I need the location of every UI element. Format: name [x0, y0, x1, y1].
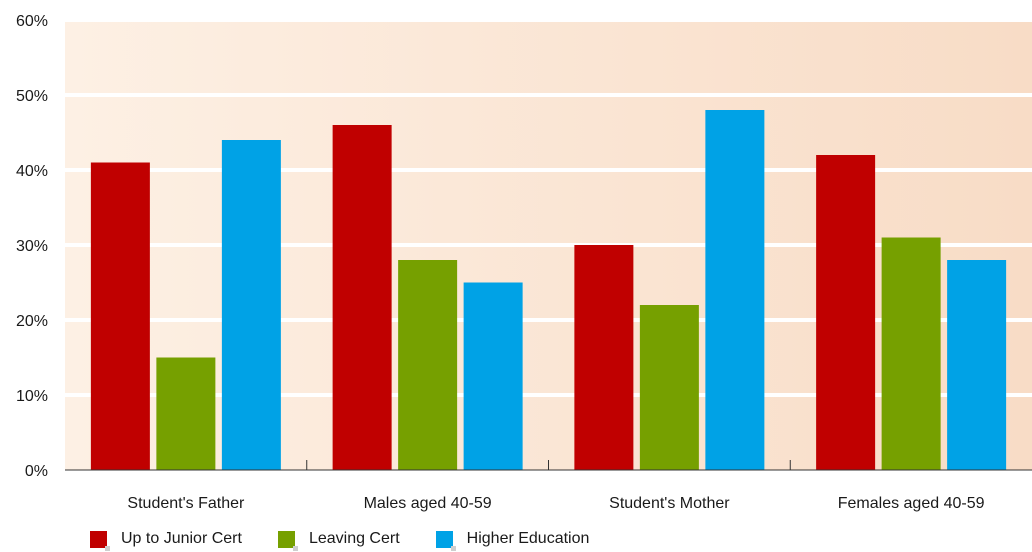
x-axis-ticks [306, 460, 791, 470]
y-tick-label: 0% [25, 463, 48, 480]
bar [463, 282, 523, 470]
x-category-label: Males aged 40-59 [364, 495, 492, 512]
y-tick-label: 60% [16, 13, 48, 30]
y-axis-tick-labels: 0% 10% 20% 30% 40% 50% 60% [16, 13, 48, 480]
legend-swatch-higher-education [435, 530, 456, 551]
bar [156, 357, 216, 470]
legend-label: Higher Education [466, 530, 590, 547]
legend-item-higher-education: Higher Education [435, 530, 590, 551]
bar [221, 140, 281, 470]
bar [639, 305, 699, 470]
bar [574, 245, 634, 470]
legend-swatch-leaving-cert [277, 530, 298, 551]
bar [881, 237, 941, 470]
bars [90, 110, 1007, 470]
legend: Up to Junior Cert Leaving Cert Higher Ed… [90, 530, 625, 551]
bar [947, 260, 1007, 470]
y-tick-label: 40% [16, 163, 48, 180]
bar [398, 260, 458, 470]
bar [816, 155, 876, 470]
x-category-label: Student's Father [127, 495, 245, 512]
legend-item-leaving-cert: Leaving Cert [277, 530, 400, 551]
bar [90, 162, 150, 470]
y-tick-label: 50% [16, 88, 48, 105]
x-axis-category-labels: Student's Father Males aged 40-59 Student'… [127, 495, 984, 512]
bar [332, 125, 392, 470]
x-category-label: Student's Mother [609, 495, 730, 512]
legend-label: Leaving Cert [308, 530, 400, 547]
x-category-label: Females aged 40-59 [838, 495, 985, 512]
y-tick-label: 20% [16, 313, 48, 330]
legend-item-up-to-junior-cert: Up to Junior Cert [90, 530, 242, 551]
y-tick-label: 10% [16, 388, 48, 405]
legend-swatch-up-to-junior-cert [90, 530, 110, 551]
y-tick-label: 30% [16, 238, 48, 255]
legend-label: Up to Junior Cert [121, 530, 242, 547]
bar [705, 110, 765, 470]
